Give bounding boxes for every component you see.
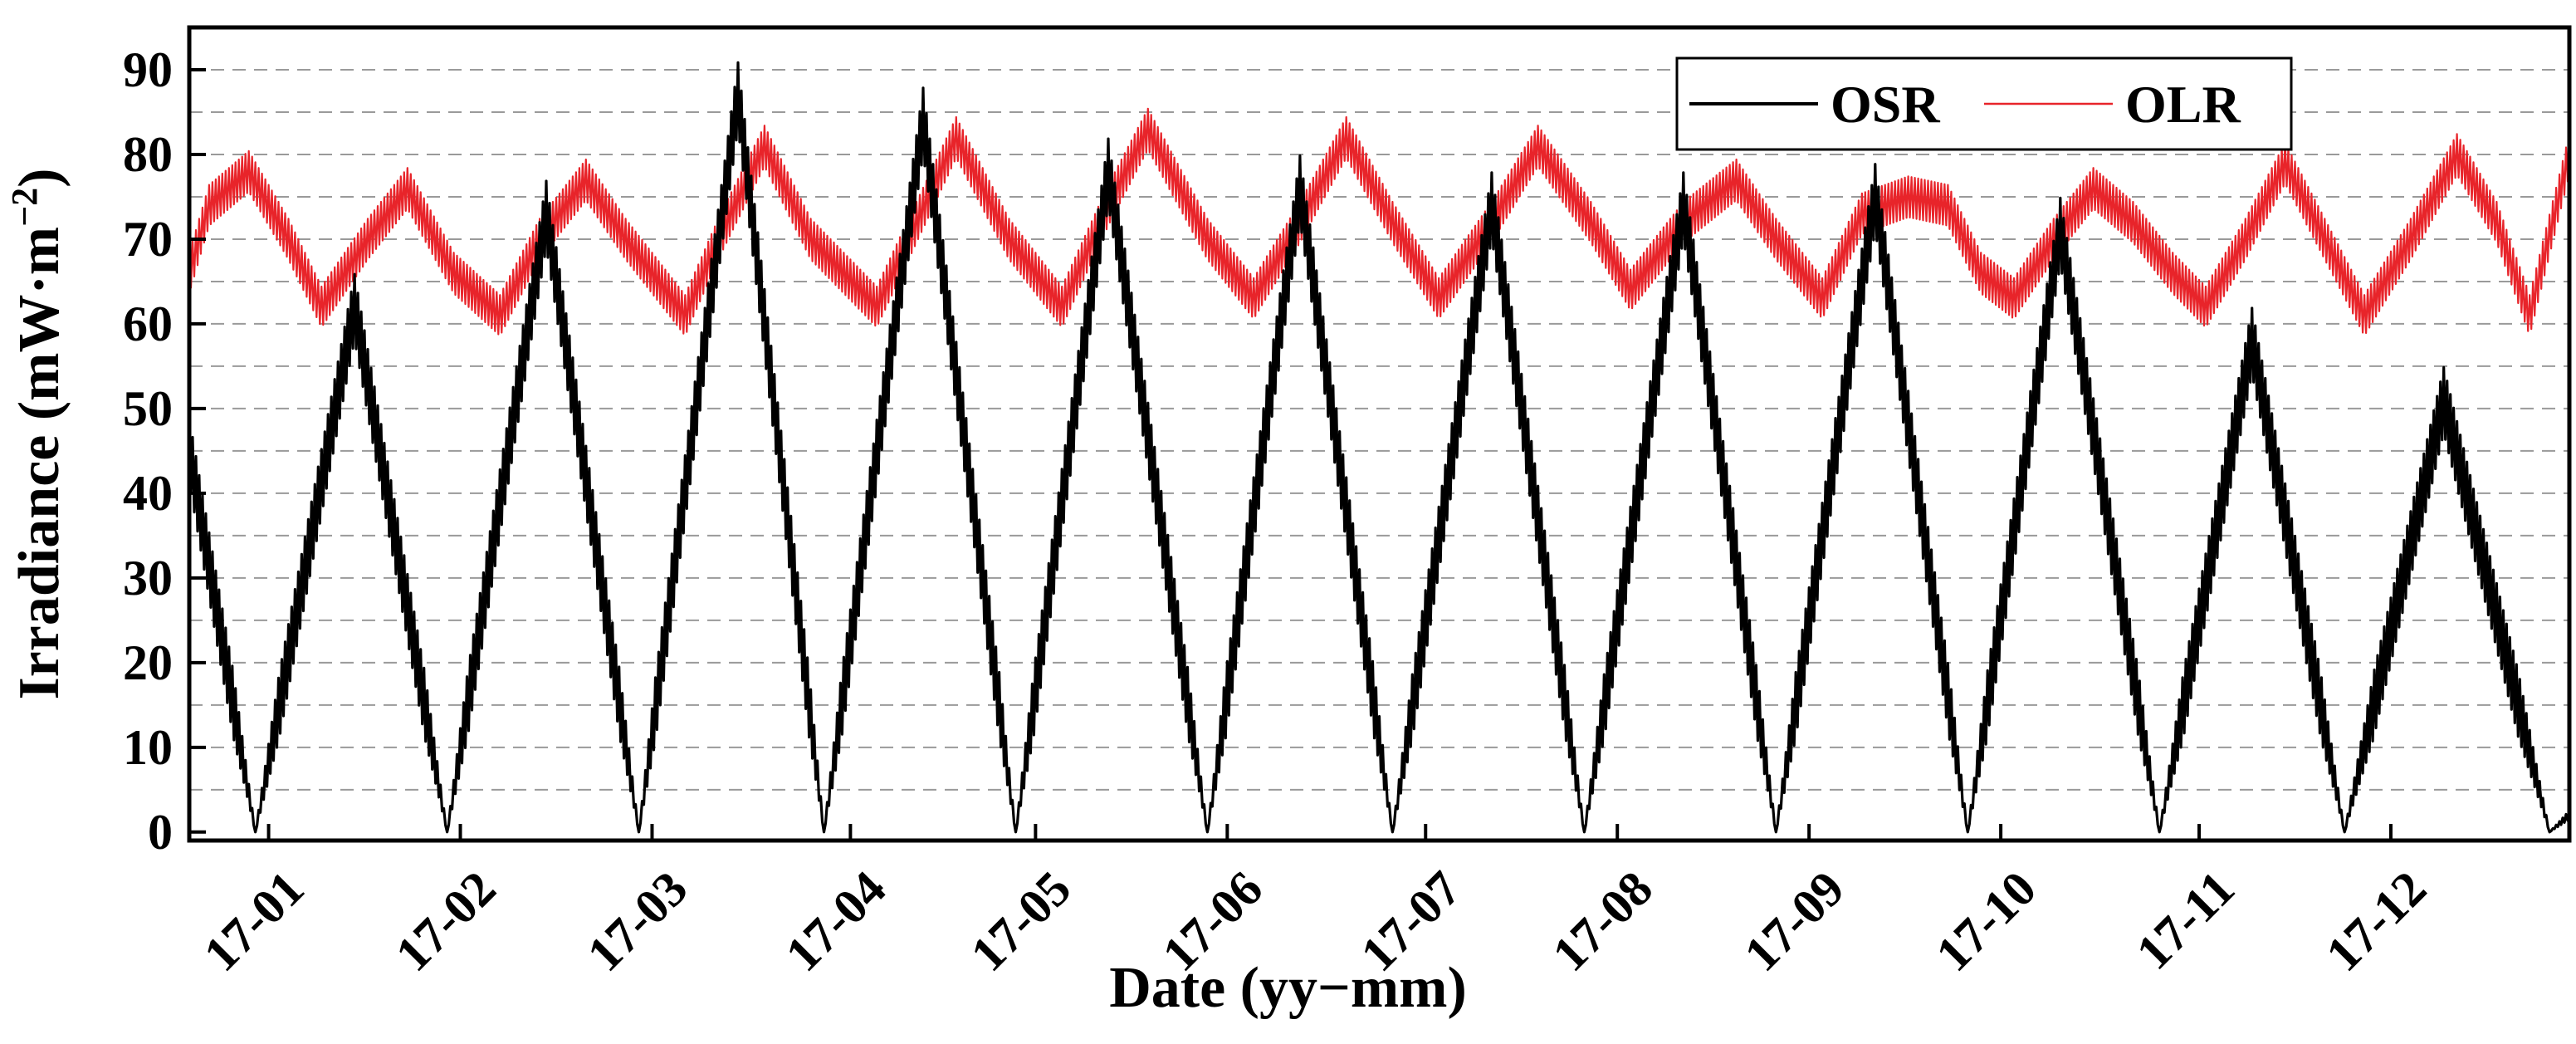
series-line-osr (188, 61, 2571, 834)
y-tick-label: 50 (123, 381, 173, 436)
x-tick-label: 17-11 (2126, 860, 2245, 979)
x-tick-label: 17-12 (2315, 860, 2437, 982)
y-tick-label: 90 (123, 42, 173, 97)
x-tick-label: 17-10 (1925, 860, 2046, 982)
x-tick-label: 17-01 (193, 860, 315, 982)
x-tick-label: 17-05 (961, 860, 1082, 982)
y-tick-label: 20 (123, 635, 173, 690)
y-tick-label: 10 (123, 720, 173, 775)
x-tick-label: 17-03 (577, 860, 698, 982)
y-tick-label: 80 (123, 127, 173, 182)
series-layer (188, 61, 2571, 834)
y-axis: 0 10 20 30 40 50 60 70 80 90 (123, 42, 206, 860)
y-tick-label: 70 (123, 212, 173, 267)
y-tick-label: 40 (123, 466, 173, 521)
legend: OSR OLR (1675, 56, 2293, 151)
x-tick-label: 17-09 (1734, 860, 1855, 982)
x-axis-title: Date (yy−mm) (1109, 956, 1467, 1020)
x-tick-label: 17-02 (385, 860, 506, 982)
legend-label-osr: OSR (1831, 75, 1940, 134)
legend-label-olr: OLR (2125, 75, 2241, 134)
y-tick-label: 0 (148, 805, 173, 860)
y-tick-label: 60 (123, 297, 173, 351)
y-tick-label: 30 (123, 551, 173, 605)
plot-frame (187, 25, 2572, 843)
x-tick-label: 17-04 (775, 860, 897, 982)
x-tick-label: 17-08 (1542, 860, 1664, 982)
series-line-olr (188, 107, 2571, 336)
y-axis-title: Irradiance (mW·m−2) (4, 169, 71, 700)
